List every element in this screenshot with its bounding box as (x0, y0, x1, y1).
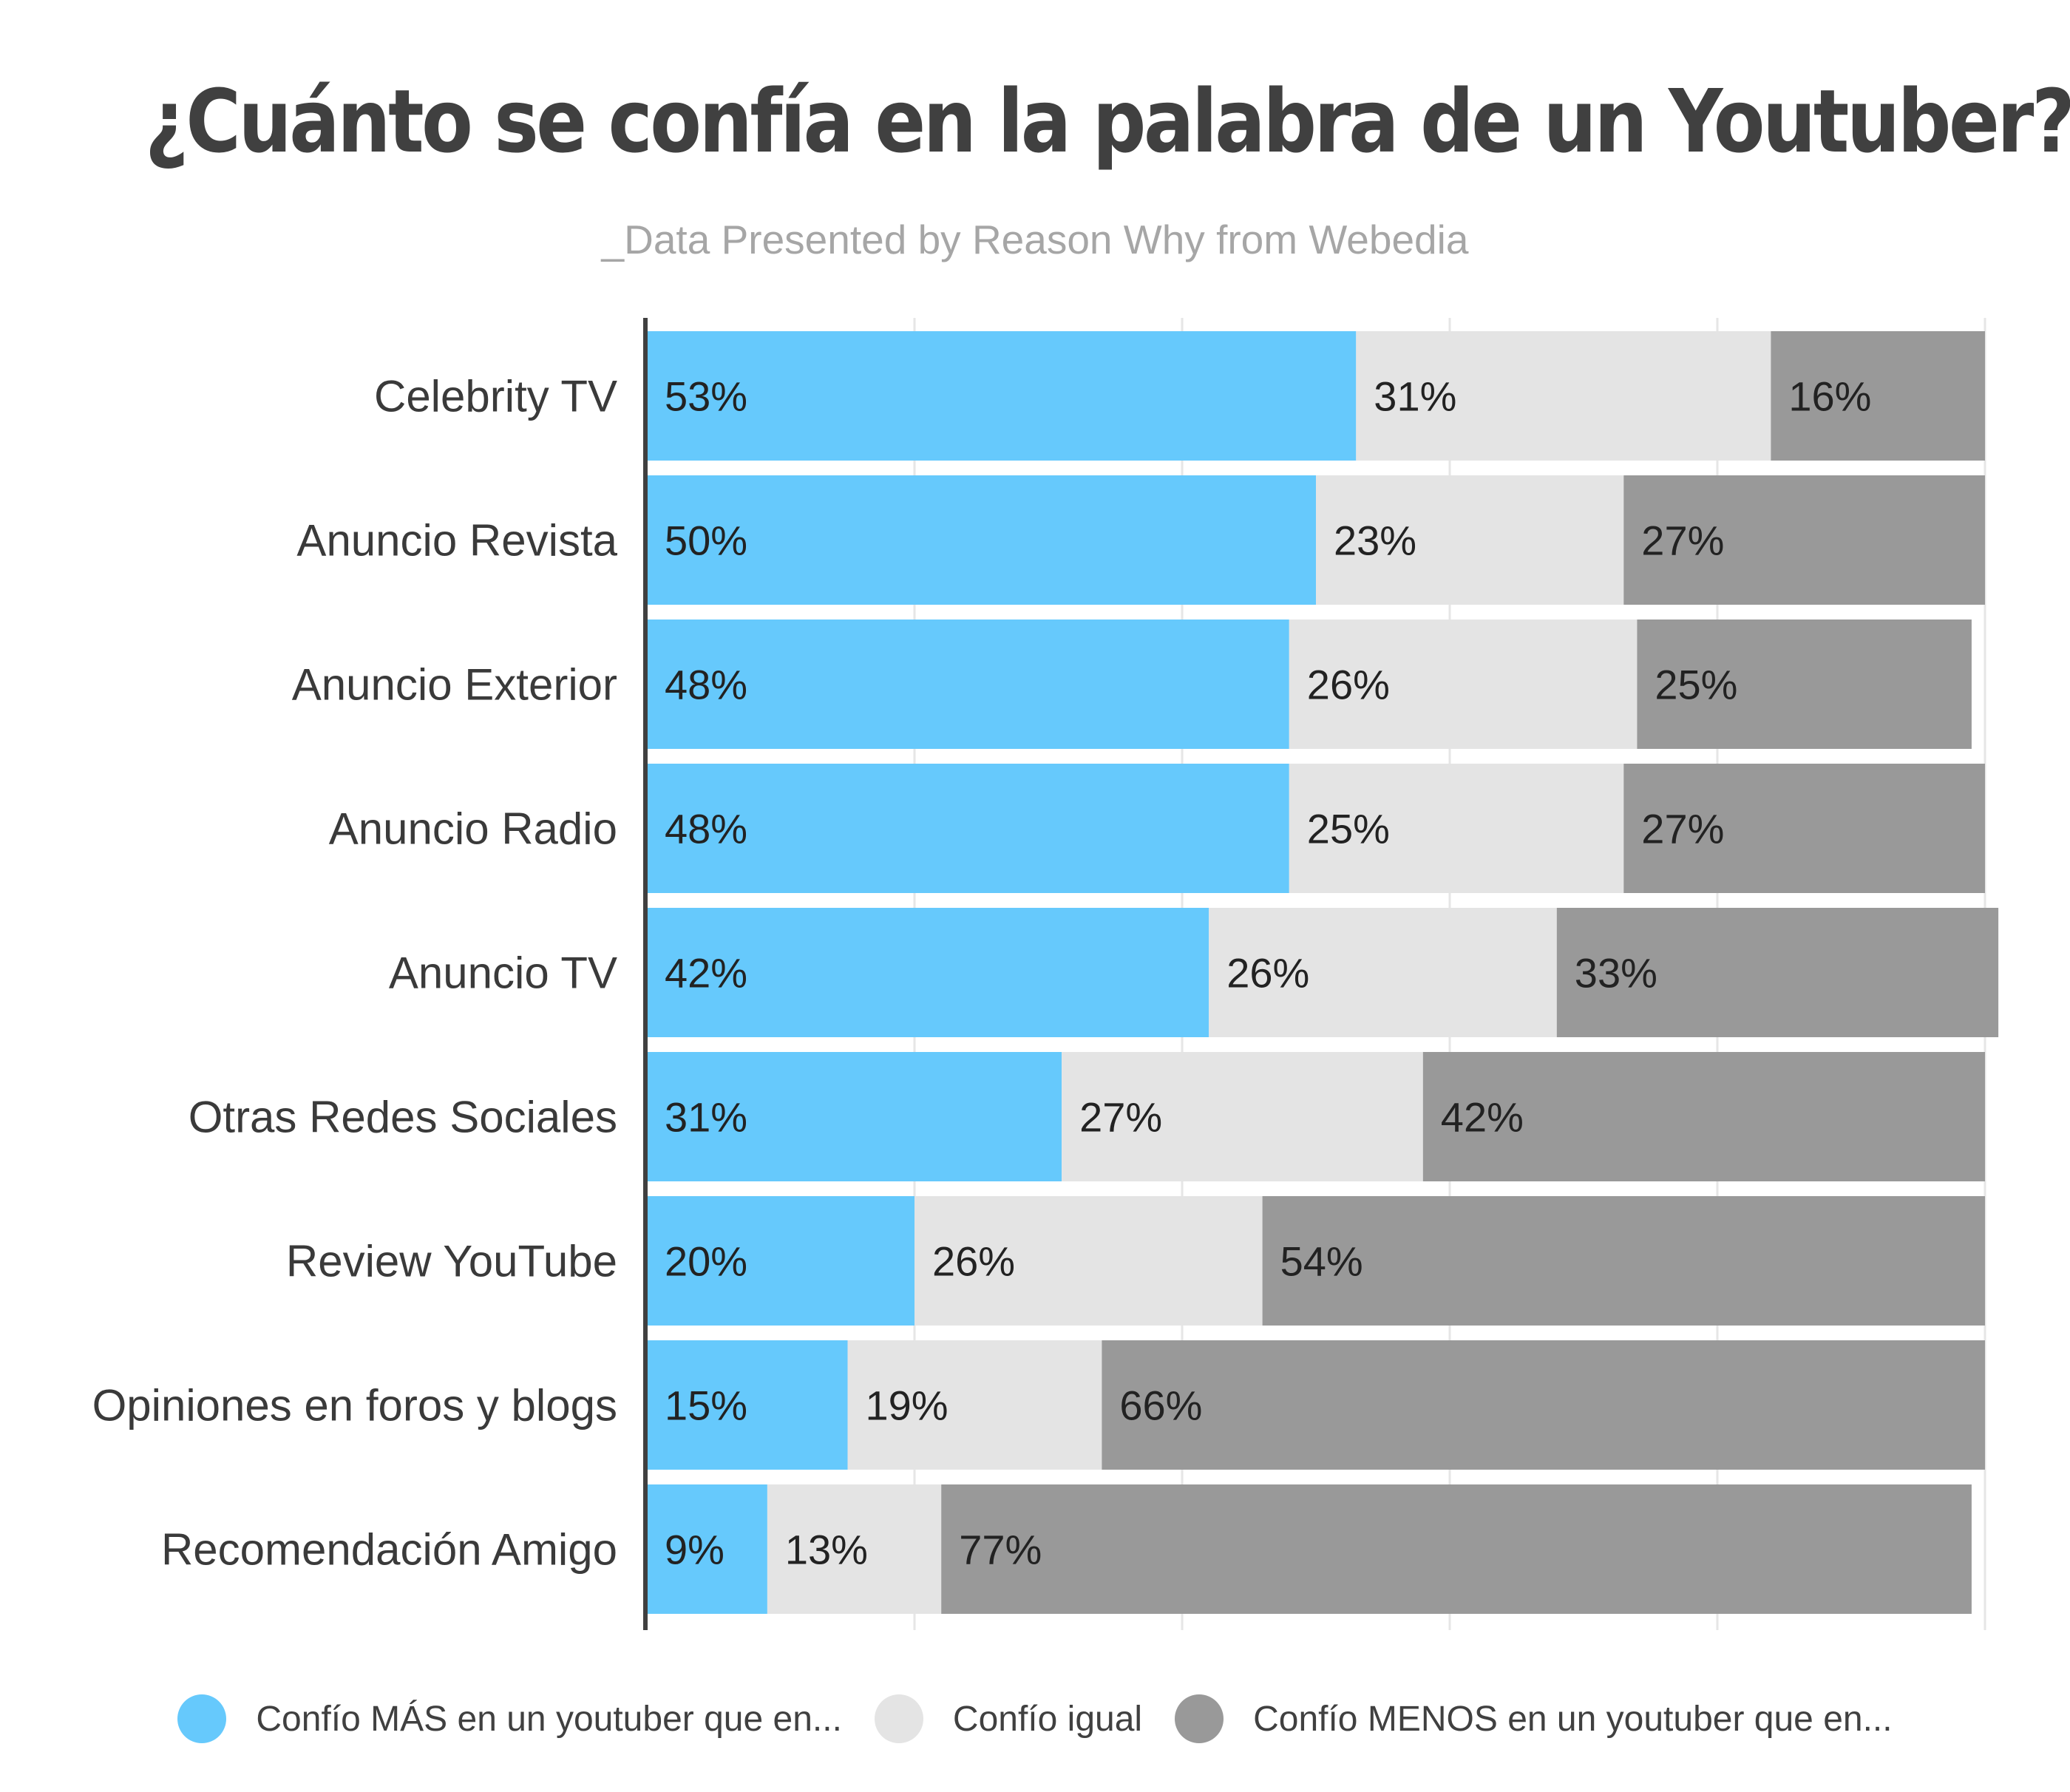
value-label: 27% (1641, 806, 1724, 852)
legend-item-less: Confío MENOS en un youtuber que en... (1175, 1694, 1893, 1743)
bar-segment (1316, 475, 1624, 605)
value-label: 13% (785, 1527, 868, 1573)
chart-title: ¿Cuánto se confía en la palabra de un Yo… (145, 70, 2070, 172)
category-label: Anuncio TV (389, 948, 617, 998)
category-label: Anuncio Radio (329, 804, 617, 854)
bar-segment (647, 908, 1209, 1037)
bar-segment (647, 475, 1316, 605)
bar-segment (647, 1052, 1062, 1181)
bar-segment (941, 1484, 1972, 1614)
value-label: 66% (1119, 1382, 1202, 1429)
bar-segment (647, 620, 1289, 749)
bar-segment (1356, 331, 1771, 461)
value-label: 42% (1441, 1094, 1524, 1141)
value-label: 31% (1374, 373, 1456, 420)
bar-segment (647, 764, 1289, 893)
bar-segment (647, 1484, 767, 1614)
legend-swatch-less (1175, 1694, 1224, 1743)
bar-segment (1102, 1340, 1985, 1470)
category-label: Review YouTube (286, 1237, 617, 1286)
value-label: 31% (665, 1094, 747, 1141)
category-labels: Celebrity TV Anuncio Revista Anuncio Exter… (92, 372, 618, 1575)
value-label: 25% (1307, 806, 1390, 852)
bar-segment (1289, 764, 1624, 893)
legend-label-less: Confío MENOS en un youtuber que en... (1253, 1699, 1893, 1739)
legend-label-more: Confío MÁS en un youtuber que en... (256, 1699, 842, 1739)
bar-segment (647, 1196, 914, 1326)
value-labels: 53% 31% 16% 50% 23% 27% 48% 26% 25% 48% 25% 27% 42% 2… (665, 373, 1871, 1573)
bar-segment (1062, 1052, 1423, 1181)
value-label: 27% (1079, 1094, 1162, 1141)
value-label: 25% (1655, 662, 1737, 708)
bar-segment (1422, 1052, 1985, 1181)
bar-segment (1289, 620, 1638, 749)
value-label: 27% (1641, 517, 1724, 564)
value-label: 9% (665, 1527, 724, 1573)
legend-swatch-more (177, 1694, 227, 1743)
value-label: 42% (665, 950, 747, 997)
bar-segment (847, 1340, 1102, 1470)
category-label: Celebrity TV (374, 372, 617, 421)
bar-segment (647, 331, 1357, 461)
bar-segment (914, 1196, 1263, 1326)
category-label: Otras Redes Sociales (189, 1093, 617, 1142)
value-label: 26% (1226, 950, 1309, 997)
legend-label-equal: Confío igual (952, 1699, 1143, 1739)
category-label: Recomendación Amigo (161, 1525, 617, 1575)
chart-subtitle: _Data Presented by Reason Why from Webed… (601, 217, 1469, 262)
bar-segment (1623, 475, 1985, 605)
bar-segment (1771, 331, 1985, 461)
bar-segment (1209, 908, 1557, 1037)
bar-segment (1262, 1196, 1985, 1326)
legend-item-more: Confío MÁS en un youtuber que en... (177, 1694, 842, 1743)
value-label: 26% (932, 1238, 1015, 1285)
value-label: 50% (665, 517, 747, 564)
value-label: 20% (665, 1238, 747, 1285)
category-label: Opiniones en foros y blogs (92, 1381, 617, 1430)
value-label: 33% (1575, 950, 1657, 997)
legend: Confío MÁS en un youtuber que en... Conf… (0, 1693, 2070, 1745)
value-label: 16% (1788, 373, 1871, 420)
value-label: 26% (1307, 662, 1390, 708)
value-label: 53% (665, 373, 747, 420)
bar-segment (1623, 764, 1985, 893)
value-label: 54% (1280, 1238, 1363, 1285)
value-label: 15% (665, 1382, 747, 1429)
category-label: Anuncio Revista (296, 516, 617, 566)
value-label: 48% (665, 662, 747, 708)
bar-segment (1556, 908, 1999, 1037)
value-label: 48% (665, 806, 747, 852)
value-label: 19% (866, 1382, 949, 1429)
value-label: 23% (1334, 517, 1416, 564)
value-label: 77% (959, 1527, 1042, 1573)
legend-item-equal: Confío igual (874, 1694, 1143, 1743)
legend-swatch-equal (874, 1694, 923, 1743)
bar-segment (767, 1484, 942, 1614)
bar-segments (647, 331, 1999, 1614)
bar-segment (647, 1340, 848, 1470)
category-label: Anuncio Exterior (292, 660, 617, 710)
bar-segment (1637, 620, 1972, 749)
